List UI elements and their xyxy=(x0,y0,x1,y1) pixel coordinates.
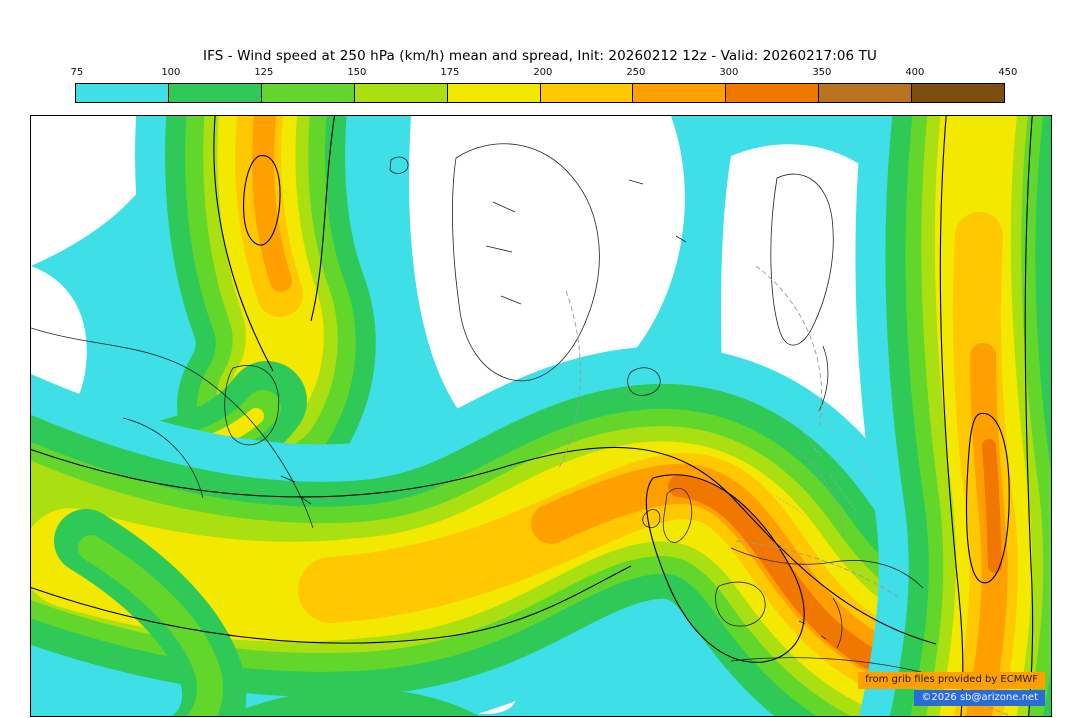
colorbar-segment xyxy=(168,84,262,102)
colorbar-tick-label: 450 xyxy=(998,67,1018,78)
coastline-layer xyxy=(31,143,924,673)
colorbar: 75 100 125 150 175 200 250 300 350 400 450 xyxy=(71,66,1018,108)
map-canvas xyxy=(31,116,1051,716)
colorbar-tick-label: 125 xyxy=(254,67,274,78)
colorbar-segment xyxy=(819,84,913,102)
colorbar-segment xyxy=(540,84,634,102)
colorbar-tick-label: 100 xyxy=(161,67,181,78)
colorbar-tick-label: 400 xyxy=(905,67,925,78)
attribution-provider: from grib files provided by ECMWF xyxy=(858,672,1045,689)
colorbar-segment xyxy=(76,84,169,102)
colorbar-segments xyxy=(75,83,1005,103)
colorbar-tick-label: 150 xyxy=(347,67,367,78)
colorbar-segment xyxy=(726,84,820,102)
colorbar-segment xyxy=(912,84,1005,102)
attribution: from grib files provided by ECMWF ©2026 … xyxy=(858,671,1045,706)
colorbar-tick-label: 350 xyxy=(812,67,832,78)
colorbar-tick-label: 250 xyxy=(626,67,646,78)
colorbar-tick-label: 75 xyxy=(70,67,84,78)
colorbar-segment xyxy=(261,84,355,102)
map-title: IFS - Wind speed at 250 hPa (km/h) mean … xyxy=(203,48,877,64)
colorbar-segment xyxy=(447,84,541,102)
colorbar-tick-label: 175 xyxy=(440,67,460,78)
colorbar-tick-label: 200 xyxy=(533,67,553,78)
wind-map: from grib files provided by ECMWF ©2026 … xyxy=(30,115,1052,717)
attribution-copyright: ©2026 sb@arizone.net xyxy=(914,689,1045,706)
colorbar-segment xyxy=(354,84,448,102)
colorbar-segment xyxy=(633,84,727,102)
colorbar-labels: 75 100 125 150 175 200 250 300 350 400 450 xyxy=(71,66,1018,81)
colorbar-tick-label: 300 xyxy=(719,67,739,78)
wind-fill-jet-layer xyxy=(31,116,1051,716)
